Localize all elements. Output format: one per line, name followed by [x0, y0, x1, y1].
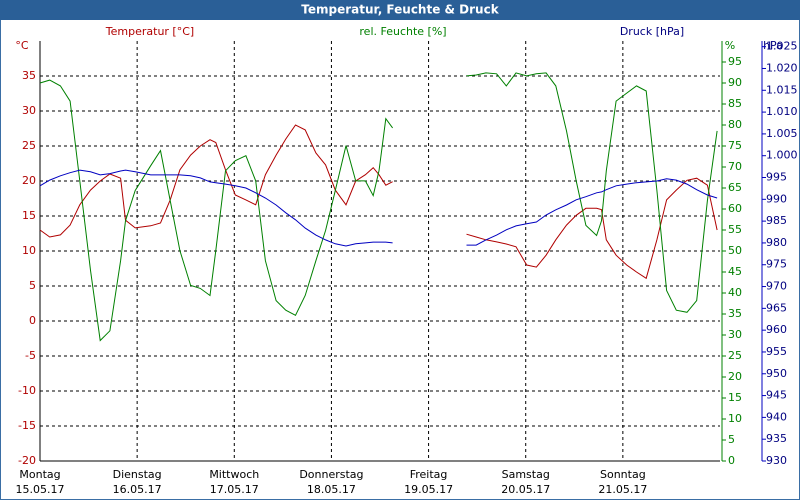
- y2-tick-label: 50: [728, 244, 742, 257]
- y2-tick-label: 85: [728, 97, 742, 110]
- x-tick-sublabel: 20.05.17: [501, 483, 550, 496]
- title-bar: [0, 0, 800, 20]
- y-tick-label: 0: [29, 314, 36, 327]
- y3-tick-label: 990: [766, 192, 787, 205]
- y2-tick-label: 45: [728, 265, 742, 278]
- y3-tick-label: 1.000: [766, 149, 798, 162]
- y3-tick-label: 1.015: [766, 83, 798, 96]
- series-line: [39, 124, 718, 280]
- y3-tick-label: 1.005: [766, 127, 798, 140]
- y-tick-label: 35: [22, 69, 36, 82]
- y2-tick-label: 25: [728, 349, 742, 362]
- y-tick-label: 25: [22, 139, 36, 152]
- y3-tick-label: 1.025: [766, 40, 798, 53]
- x-tick-sublabel: 18.05.17: [307, 483, 356, 496]
- x-tick-sublabel: 17.05.17: [210, 483, 259, 496]
- y2-tick-label: 65: [728, 181, 742, 194]
- x-tick-label: Montag: [19, 468, 60, 481]
- y3-tick-label: 995: [766, 171, 787, 184]
- x-tick-label: Sonntag: [600, 468, 646, 481]
- y3-tick-label: 965: [766, 301, 787, 314]
- y2-tick-label: 70: [728, 160, 742, 173]
- y2-tick-label: 0: [728, 454, 735, 467]
- y3-tick-label: 930: [766, 454, 787, 467]
- x-tick-label: Freitag: [410, 468, 448, 481]
- y3-tick-label: 985: [766, 214, 787, 227]
- y2-tick-label: 95: [728, 55, 742, 68]
- y2-tick-label: 5: [728, 433, 735, 446]
- y3-tick-label: 970: [766, 280, 787, 293]
- x-tick-label: Samstag: [502, 468, 550, 481]
- x-tick-sublabel: 15.05.17: [16, 483, 65, 496]
- y2-tick-label: 20: [728, 370, 742, 383]
- y3-tick-label: 950: [766, 367, 787, 380]
- y-tick-label: 30: [22, 104, 36, 117]
- chart-title: Temperatur, Feuchte & Druck: [301, 3, 499, 17]
- y-tick-label: 15: [22, 209, 36, 222]
- y3-tick-label: 980: [766, 236, 787, 249]
- y3-tick-label: 955: [766, 345, 787, 358]
- y3-tick-label: 1.010: [766, 105, 798, 118]
- y2-tick-label: 80: [728, 118, 742, 131]
- legend-pressure: Druck [hPa]: [620, 25, 684, 38]
- y-unit: °C: [15, 39, 29, 52]
- y2-tick-label: 55: [728, 223, 742, 236]
- y3-tick-label: 960: [766, 323, 787, 336]
- series-line: [39, 169, 718, 247]
- x-tick-sublabel: 16.05.17: [113, 483, 162, 496]
- y2-tick-label: 15: [728, 391, 742, 404]
- x-tick-label: Dienstag: [113, 468, 162, 481]
- x-tick-sublabel: 19.05.17: [404, 483, 453, 496]
- y2-tick-label: 35: [728, 307, 742, 320]
- y-tick-label: -10: [18, 384, 36, 397]
- y-tick-label: -5: [25, 349, 36, 362]
- x-tick-label: Mittwoch: [209, 468, 259, 481]
- y2-tick-label: 40: [728, 286, 742, 299]
- y3-tick-label: 935: [766, 432, 787, 445]
- series-line: [39, 72, 718, 342]
- y-tick-label: -20: [18, 454, 36, 467]
- legend-humidity: rel. Feuchte [%]: [359, 25, 446, 38]
- y3-tick-label: 1.020: [766, 61, 798, 74]
- y2-unit: %: [725, 39, 735, 52]
- x-tick-sublabel: 21.05.17: [598, 483, 647, 496]
- y-tick-label: -15: [18, 419, 36, 432]
- legend-temperature: Temperatur [°C]: [105, 25, 194, 38]
- y3-unit: hPa: [763, 39, 783, 52]
- y-tick-label: 20: [22, 174, 36, 187]
- y2-tick-label: 75: [728, 139, 742, 152]
- y2-tick-label: 90: [728, 76, 742, 89]
- y-tick-label: 10: [22, 244, 36, 257]
- y3-tick-label: 945: [766, 389, 787, 402]
- y2-tick-label: 30: [728, 328, 742, 341]
- x-tick-label: Donnerstag: [299, 468, 363, 481]
- y3-tick-label: 940: [766, 410, 787, 423]
- y2-tick-label: 10: [728, 412, 742, 425]
- y3-tick-label: 975: [766, 258, 787, 271]
- y2-tick-label: 60: [728, 202, 742, 215]
- y-tick-label: 5: [29, 279, 36, 292]
